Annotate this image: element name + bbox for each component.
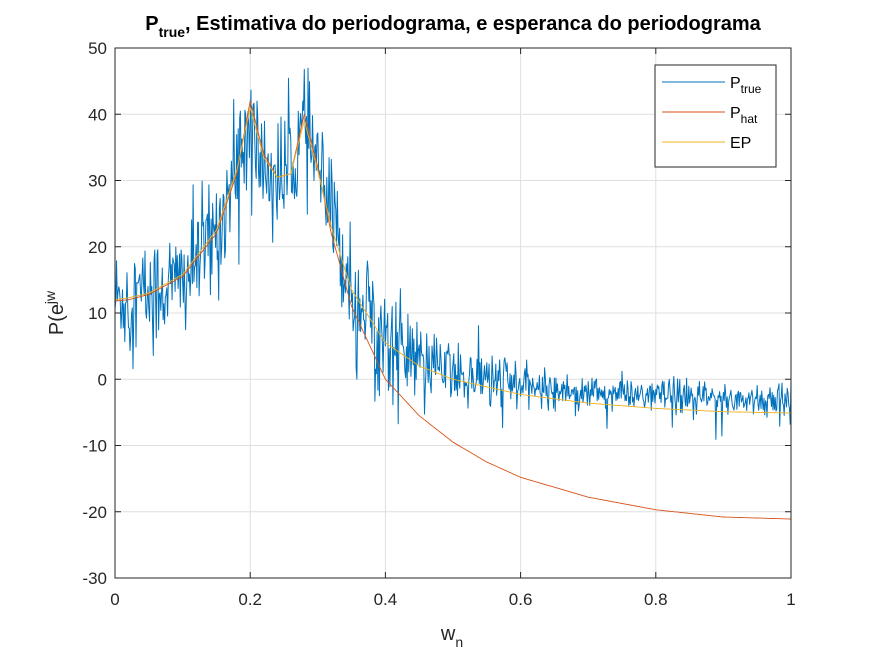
x-axis-label: wn [440, 623, 463, 650]
y-tick-label: 40 [88, 105, 107, 124]
y-axis-label-sup: jw [42, 290, 58, 305]
x-tick-label: 1 [786, 590, 795, 609]
x-tick-label: 0 [110, 590, 119, 609]
x-tick-label: 0.8 [644, 590, 668, 609]
legend-label-main: P [730, 105, 741, 122]
y-tick-label: 30 [88, 172, 107, 191]
series-line-0 [114, 67, 792, 440]
legend-label-main: P [730, 75, 741, 92]
legend-label-main: EP [730, 135, 751, 152]
legend-label-sub: hat [741, 112, 758, 126]
series-layer [114, 67, 792, 520]
tick-layer: 0 0.2 0.4 0.6 0.8 1 -30 -20 -10 0 10 20 30 40 50 [82, 39, 795, 609]
series-line-2 [114, 107, 791, 414]
x-tick-label: 0.2 [238, 590, 262, 609]
legend-label: Ptrue [730, 75, 762, 96]
series-line-1 [114, 100, 791, 520]
legend-label: Phat [730, 105, 758, 126]
x-tick-label: 0.6 [509, 590, 533, 609]
y-axis-label-main: P(e [46, 304, 68, 335]
x-axis-label-sub: n [455, 634, 463, 650]
y-tick-label: -30 [82, 569, 107, 588]
y-tick-label: 50 [88, 39, 107, 58]
chart-title: Ptrue, Estimativa do periodograma, e esp… [145, 13, 761, 40]
chart-title-sub: true [159, 24, 186, 40]
legend-label-sub: true [741, 82, 762, 96]
x-axis-label-main: w [440, 623, 456, 645]
y-tick-label: -10 [82, 437, 107, 456]
legend-box [654, 64, 777, 168]
y-tick-label: -20 [82, 503, 107, 522]
x-tick-label: 0.4 [374, 590, 398, 609]
y-tick-label: 0 [98, 370, 107, 389]
y-tick-label: 10 [88, 304, 107, 323]
chart-title-main: P [145, 13, 158, 35]
y-tick-label: 20 [88, 238, 107, 257]
y-axis-label: P(ejw [42, 290, 68, 335]
chart-title-rest: , Estimativa do periodograma, e esperanc… [185, 13, 762, 35]
legend-label: EP [730, 135, 751, 152]
